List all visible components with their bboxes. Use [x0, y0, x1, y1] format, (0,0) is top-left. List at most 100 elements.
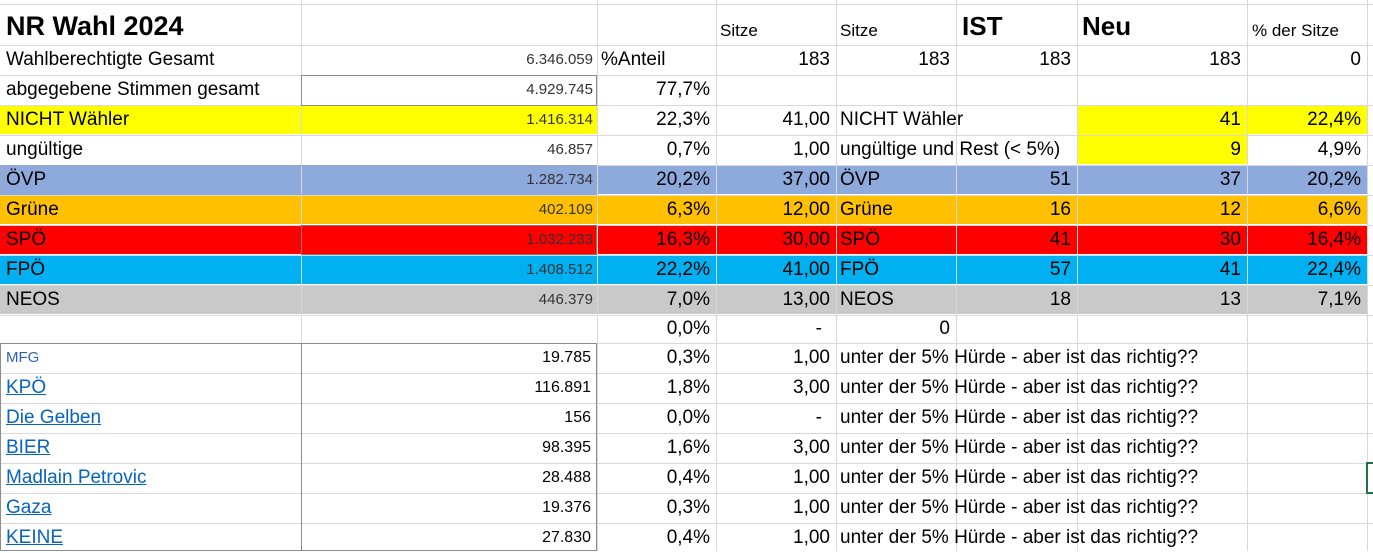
ist-empty-row[interactable]: 0: [939, 318, 950, 339]
small-party-5-label[interactable]: Gaza: [6, 497, 52, 518]
party-6-sitze[interactable]: 13,00: [782, 289, 830, 310]
small-party-2-note[interactable]: unter der 5% Hürde - aber ist das richti…: [840, 407, 1199, 428]
small-party-1-label[interactable]: KPÖ: [6, 377, 47, 398]
party-4-pct-sitze[interactable]: 16,4%: [1307, 229, 1361, 250]
pct-total[interactable]: 0: [1350, 49, 1361, 70]
sheet-title[interactable]: NR Wahl 2024: [6, 11, 184, 41]
party-1-sitze[interactable]: 1,00: [793, 139, 830, 160]
party-5-name2[interactable]: FPÖ: [840, 259, 880, 280]
small-party-6-label[interactable]: KEINE: [6, 527, 64, 548]
party-5-label[interactable]: FPÖ: [6, 259, 46, 280]
party-6-pct[interactable]: 7,0%: [666, 289, 710, 310]
party-0-label[interactable]: NICHT Wähler: [6, 109, 130, 130]
label-wahlberechtigte[interactable]: Wahlberechtigte Gesamt: [6, 49, 215, 70]
small-party-4-stimmen[interactable]: 28.488: [542, 469, 591, 486]
party-2-name2[interactable]: ÖVP: [840, 169, 881, 190]
small-party-5-stimmen[interactable]: 19.376: [542, 499, 591, 516]
party-1-ist[interactable]: [956, 135, 1077, 165]
small-party-2-sitze[interactable]: -: [815, 407, 822, 428]
small-party-6-sitze[interactable]: 1,00: [793, 527, 830, 548]
party-3-label[interactable]: Grüne: [6, 199, 59, 220]
small-party-5-pct[interactable]: 0,3%: [666, 497, 710, 518]
party-5-neu[interactable]: 41: [1219, 259, 1241, 280]
neu-total[interactable]: 183: [1209, 49, 1241, 70]
ist-total[interactable]: 183: [1039, 49, 1071, 70]
sitze-a-total[interactable]: 183: [798, 49, 830, 70]
party-6-ist[interactable]: 18: [1049, 289, 1071, 310]
party-0-name2[interactable]: NICHT Wähler: [840, 109, 964, 130]
small-party-1-pct[interactable]: 1,8%: [666, 377, 710, 398]
party-1-name2[interactable]: ungültige und Rest (< 5%): [840, 139, 1061, 160]
small-party-0-stimmen[interactable]: 19.785: [542, 349, 591, 366]
header-ist[interactable]: IST: [962, 11, 1003, 41]
header-neu[interactable]: Neu: [1082, 11, 1132, 41]
small-party-3-sitze[interactable]: 3,00: [793, 437, 830, 458]
party-0-ist[interactable]: [956, 105, 1077, 135]
small-party-2-pct[interactable]: 0,0%: [666, 407, 710, 428]
small-party-3-pct[interactable]: 1,6%: [666, 437, 710, 458]
small-party-1-stimmen[interactable]: 116.891: [534, 379, 591, 396]
party-1-pct[interactable]: 0,7%: [666, 139, 710, 160]
party-2-label[interactable]: ÖVP: [6, 169, 47, 190]
party-4-neu[interactable]: 30: [1219, 229, 1241, 250]
value-abgegeben[interactable]: 4.929.745: [526, 81, 593, 98]
small-party-6-pct[interactable]: 0,4%: [666, 527, 710, 548]
header-sitze-b[interactable]: Sitze: [840, 21, 878, 40]
party-0-pct[interactable]: 22,3%: [656, 109, 710, 130]
value-wahlberechtigte[interactable]: 6.346.059: [526, 51, 593, 68]
small-party-6-note[interactable]: unter der 5% Hürde - aber ist das richti…: [840, 527, 1199, 548]
sitze-empty-row[interactable]: -: [815, 318, 822, 339]
party-6-name2[interactable]: NEOS: [840, 289, 894, 310]
party-4-pct[interactable]: 16,3%: [656, 229, 710, 250]
small-party-3-label[interactable]: BIER: [6, 437, 51, 458]
small-party-0-pct[interactable]: 0,3%: [666, 347, 710, 368]
party-1-label[interactable]: ungültige: [6, 139, 84, 160]
small-party-4-note[interactable]: unter der 5% Hürde - aber ist das richti…: [840, 467, 1199, 488]
party-2-stimmen[interactable]: 1.282.734: [526, 171, 593, 188]
party-4-ist[interactable]: 41: [1049, 229, 1071, 250]
party-6-pct-sitze[interactable]: 7,1%: [1317, 289, 1361, 310]
pct-abgegeben[interactable]: 77,7%: [656, 79, 710, 100]
party-0-neu[interactable]: 41: [1219, 109, 1241, 130]
small-party-3-stimmen[interactable]: 98.395: [542, 439, 591, 456]
small-party-4-label[interactable]: Madlain Petrovic: [6, 467, 147, 488]
party-1-neu[interactable]: 9: [1230, 139, 1241, 160]
small-party-1-note[interactable]: unter der 5% Hürde - aber ist das richti…: [840, 377, 1199, 398]
party-3-pct-sitze[interactable]: 6,6%: [1317, 199, 1361, 220]
party-5-sitze[interactable]: 41,00: [782, 259, 830, 280]
party-4-stimmen[interactable]: 1.032.233: [526, 231, 593, 248]
small-party-3-note[interactable]: unter der 5% Hürde - aber ist das richti…: [840, 437, 1199, 458]
party-0-pct-sitze[interactable]: 22,4%: [1307, 109, 1361, 130]
party-3-stimmen[interactable]: 402.109: [538, 201, 593, 218]
label-anteil[interactable]: %Anteil: [601, 49, 666, 70]
party-2-pct[interactable]: 20,2%: [656, 169, 710, 190]
party-6-stimmen[interactable]: 446.379: [538, 291, 593, 308]
party-6-neu[interactable]: 13: [1219, 289, 1241, 310]
small-party-4-sitze[interactable]: 1,00: [793, 467, 830, 488]
party-5-pct[interactable]: 22,2%: [656, 259, 710, 280]
small-party-5-sitze[interactable]: 1,00: [793, 497, 830, 518]
pct-empty-row[interactable]: 0,0%: [666, 318, 710, 339]
party-3-pct[interactable]: 6,3%: [666, 199, 710, 220]
small-party-0-label[interactable]: MFG: [6, 349, 40, 366]
party-6-label[interactable]: NEOS: [6, 289, 60, 310]
small-party-2-label[interactable]: Die Gelben: [6, 407, 102, 428]
party-3-ist[interactable]: 16: [1049, 199, 1071, 220]
party-3-sitze[interactable]: 12,00: [782, 199, 830, 220]
label-abgegeben[interactable]: abgegebene Stimmen gesamt: [6, 79, 260, 100]
party-4-name2[interactable]: SPÖ: [840, 229, 881, 250]
small-party-5-note[interactable]: unter der 5% Hürde - aber ist das richti…: [840, 497, 1199, 518]
party-5-stimmen[interactable]: 1.408.512: [526, 261, 593, 278]
party-0-sitze[interactable]: 41,00: [782, 109, 830, 130]
party-1-pct-sitze[interactable]: 4,9%: [1317, 139, 1361, 160]
party-5-ist[interactable]: 57: [1049, 259, 1071, 280]
small-party-1-sitze[interactable]: 3,00: [793, 377, 830, 398]
small-party-2-stimmen[interactable]: 156: [564, 409, 591, 426]
party-3-neu[interactable]: 12: [1219, 199, 1241, 220]
header-sitze-a[interactable]: Sitze: [720, 21, 758, 40]
header-pct-sitze[interactable]: % der Sitze: [1252, 21, 1339, 40]
party-1-stimmen[interactable]: 46.857: [547, 141, 593, 158]
party-4-sitze[interactable]: 30,00: [782, 229, 830, 250]
party-4-label[interactable]: SPÖ: [6, 229, 47, 250]
party-2-neu[interactable]: 37: [1219, 169, 1241, 190]
